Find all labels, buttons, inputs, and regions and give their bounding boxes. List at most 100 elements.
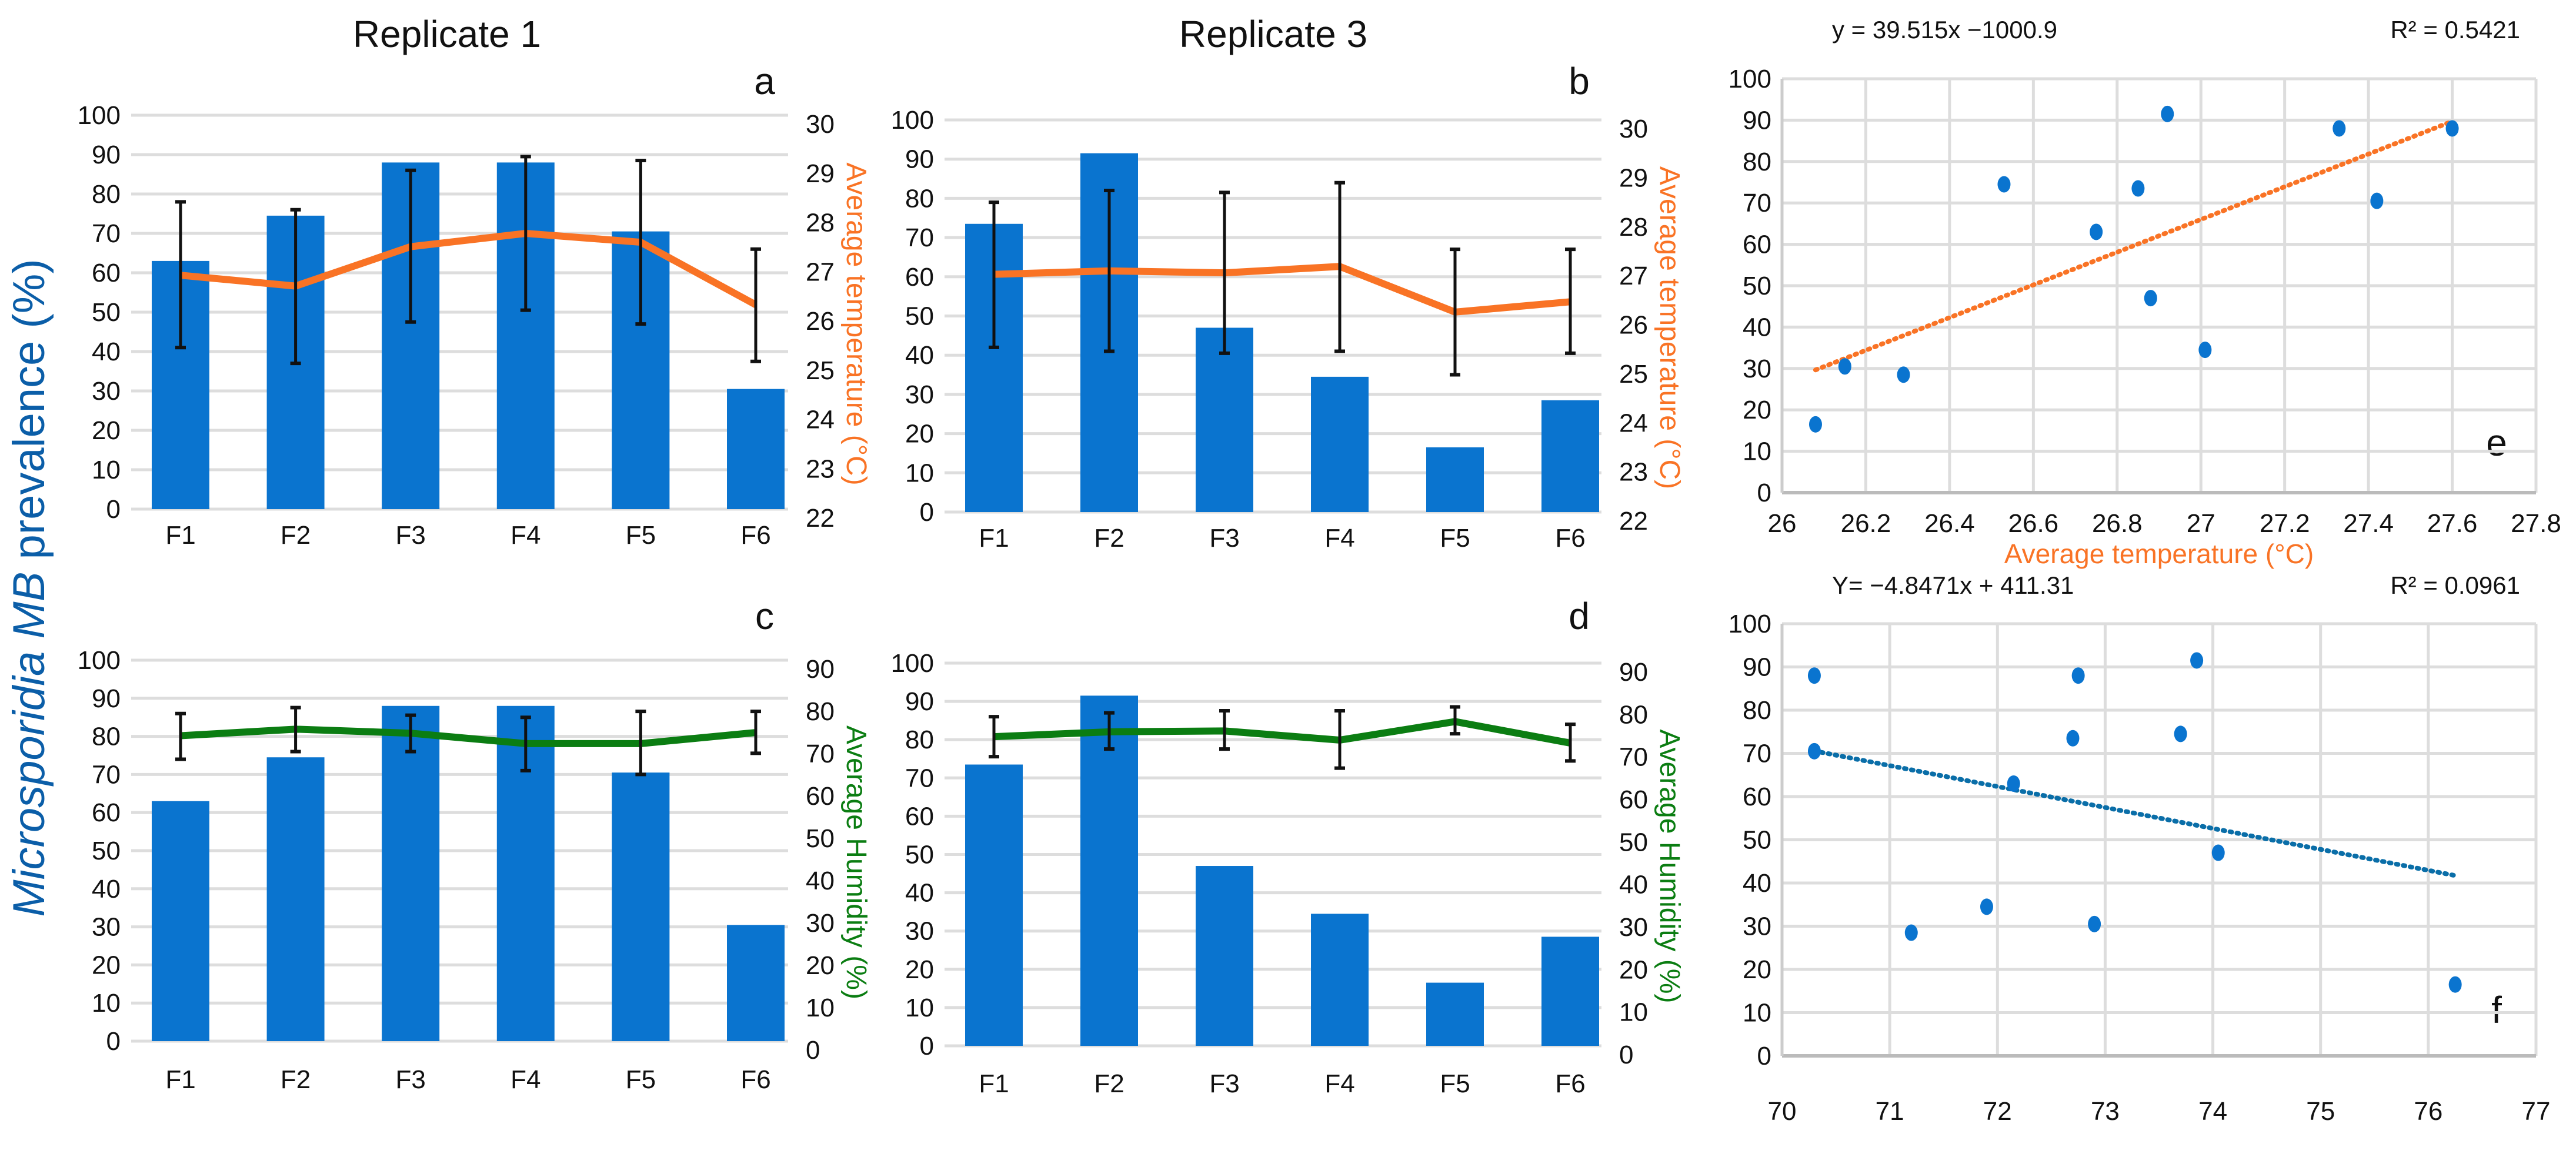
y2-tick-label: 60 <box>1619 785 1648 814</box>
panel-letter: b <box>1569 60 1590 102</box>
y-tick-label: 40 <box>905 341 934 370</box>
x-tick-label: F6 <box>1555 1069 1585 1098</box>
scatter-point <box>1808 416 1822 433</box>
y2-tick-label: 20 <box>1619 955 1648 984</box>
scatter-point <box>2066 730 2080 747</box>
error-bar <box>1565 722 1576 763</box>
y-tick-label: 40 <box>905 879 934 908</box>
y-tick-label: 90 <box>905 145 934 174</box>
y-tick-label: 20 <box>92 416 121 445</box>
y2-axis-title: Average temperature (°C) <box>1654 166 1685 489</box>
y2-tick-label: 28 <box>1619 213 1648 242</box>
y2-tick-label: 50 <box>1619 828 1648 857</box>
line-series <box>180 230 758 308</box>
x-tick-label: 27.8 <box>2511 509 2561 538</box>
bar <box>727 389 785 509</box>
y2-tick-label: 30 <box>806 110 835 139</box>
y-tick-label: 70 <box>905 223 934 252</box>
panel-e: e 0 10 20 30 40 50 60 70 80 90 100 26 26.2 26.4 26.6 26.… <box>1729 16 2561 569</box>
x-tick-label: 74 <box>2198 1097 2227 1126</box>
error-bar <box>520 155 531 312</box>
x-tick-label: 26.8 <box>2092 509 2143 538</box>
y2-tick-label: 20 <box>806 951 835 980</box>
bar <box>1426 447 1484 512</box>
x-tick-label: F4 <box>1324 1069 1354 1098</box>
error-bar <box>1565 247 1576 355</box>
scatter-point <box>1980 898 1993 915</box>
y2-axis-title: Average Humidity (%) <box>840 725 872 999</box>
y-tick-label: 10 <box>92 456 121 484</box>
line-series <box>180 725 756 747</box>
y-tick-label: 20 <box>905 955 934 984</box>
y-tick-label: 0 <box>920 1032 934 1061</box>
bar <box>1196 327 1253 512</box>
bar <box>1311 376 1369 512</box>
y-tick-label: 20 <box>905 420 934 449</box>
error-bar <box>1219 190 1230 355</box>
error-bar <box>290 705 301 754</box>
y2-tick-label: 23 <box>1619 458 1648 487</box>
error-bar <box>1104 711 1115 751</box>
y-tick-label: 30 <box>92 913 121 942</box>
y2-tick-label: 30 <box>1619 115 1648 143</box>
x-tick-label: 27 <box>2187 509 2215 538</box>
y2-tick-label: 26 <box>1619 311 1648 340</box>
y2-tick-label: 40 <box>1619 871 1648 899</box>
x-tick-label: 75 <box>2306 1097 2335 1126</box>
error-bar <box>175 711 186 761</box>
x-tick-label: 72 <box>1983 1097 2012 1126</box>
x-tick-label: F5 <box>1440 524 1470 553</box>
x-tick-label: F2 <box>281 1065 311 1094</box>
bar <box>1426 982 1484 1046</box>
scatter-point <box>2088 915 2101 932</box>
x-tick-label: F1 <box>165 1065 195 1094</box>
error-bar <box>1334 180 1345 353</box>
y2-tick-label: 0 <box>1619 1041 1633 1069</box>
panel-letter: f <box>2491 989 2502 1031</box>
panel-a: Replicate 1 a 0 10 20 30 40 50 60 70 80 90 100 F1 F2 F3… <box>78 13 872 550</box>
y2-tick-label: 25 <box>806 356 835 385</box>
y-tick-label: 40 <box>92 875 121 904</box>
y-tick-label: 0 <box>106 1027 121 1056</box>
scatter-point <box>2198 342 2212 359</box>
panel-letter: e <box>2486 422 2507 464</box>
y-tick-label: 50 <box>92 837 121 865</box>
scatter-point <box>2007 775 2020 792</box>
scatter-point <box>2445 120 2459 137</box>
y-tick-label: 30 <box>905 917 934 946</box>
error-bar <box>175 200 186 350</box>
y-title-italic: Microsporidia MB <box>4 572 54 917</box>
scatter-point <box>2090 223 2103 240</box>
panel-b: Replicate 3 b 0 10 20 30 40 50 60 70 80 90 100 F1 F2 F3… <box>891 13 1685 553</box>
y-tick-label: 30 <box>1743 912 1771 941</box>
x-tick-label: 26.4 <box>1924 509 1975 538</box>
scatter-point <box>1807 667 1821 684</box>
y-tick-label: 40 <box>92 337 121 366</box>
trendline-equation: Y= −4.8471x + 411.31 <box>1832 571 2074 599</box>
y-tick-label: 60 <box>905 263 934 292</box>
y2-tick-label: 10 <box>806 994 835 1022</box>
y-tick-label: 80 <box>1743 148 1771 176</box>
y2-tick-label: 40 <box>806 867 835 895</box>
y2-tick-label: 24 <box>806 406 835 434</box>
y2-tick-label: 80 <box>1619 700 1648 729</box>
error-bar <box>405 168 416 324</box>
trendline-equation: y = 39.515x −1000.9 <box>1832 16 2057 44</box>
y-tick-label: 100 <box>891 106 934 135</box>
y-tick-label: 50 <box>1743 826 1771 855</box>
error-bar <box>405 713 416 754</box>
y-tick-label: 90 <box>1743 653 1771 682</box>
error-bar <box>290 208 301 366</box>
bar <box>1311 914 1369 1046</box>
y-tick-label: 80 <box>92 180 121 209</box>
bar <box>727 925 785 1041</box>
y2-tick-label: 25 <box>1619 360 1648 389</box>
x-tick-label: F6 <box>740 1065 770 1094</box>
y-tick-label: 60 <box>905 802 934 831</box>
bar <box>382 705 440 1041</box>
y-tick-label: 60 <box>92 798 121 827</box>
y-tick-label: 90 <box>1743 106 1771 135</box>
scatter-point <box>2161 105 2174 122</box>
error-bar <box>1334 709 1345 770</box>
trendline <box>1811 748 2458 878</box>
